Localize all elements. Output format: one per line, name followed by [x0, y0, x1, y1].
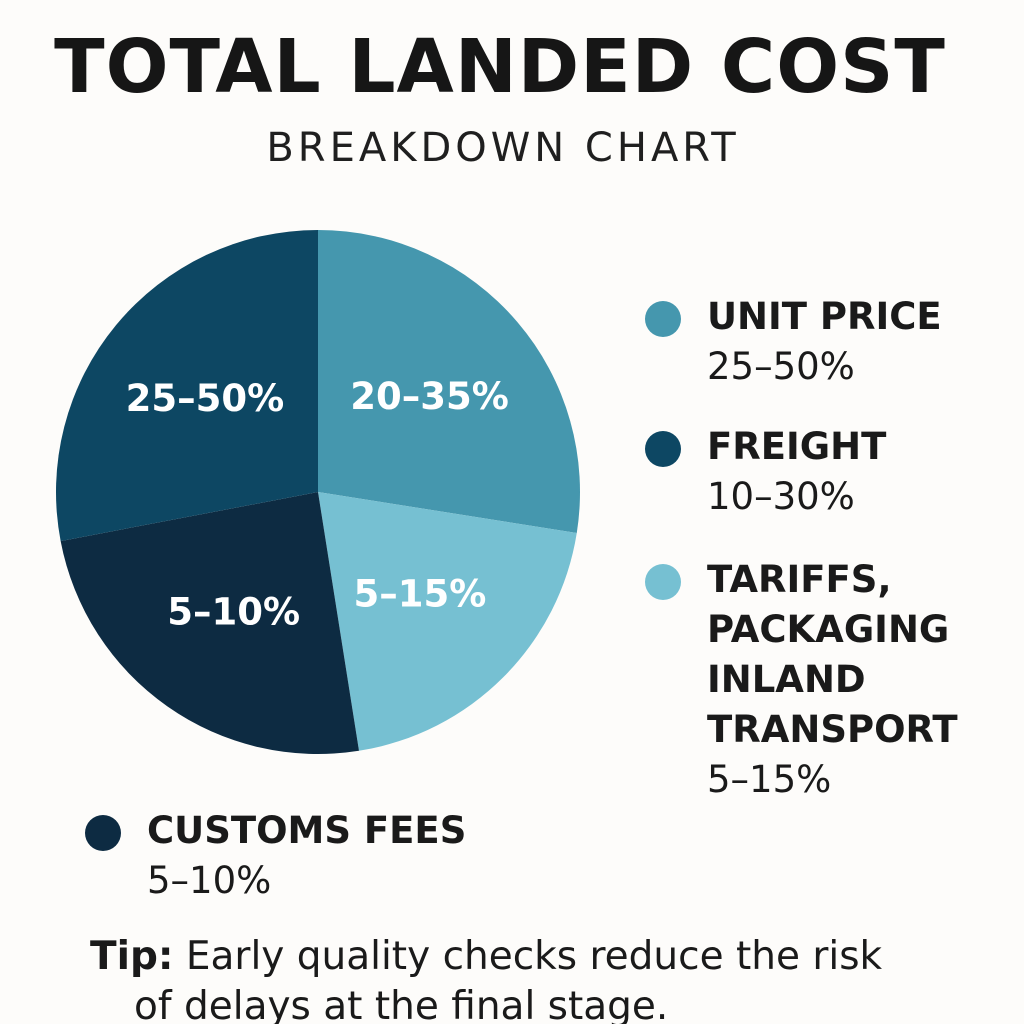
- legend-swatch-unit-price: [645, 301, 681, 337]
- pie-slice-label-4: 25–50%: [126, 377, 285, 420]
- legend-item-freight: FREIGHT 10–30%: [645, 425, 886, 522]
- legend-label-freight: FREIGHT: [707, 425, 887, 468]
- tip-text-line-1: Early quality checks reduce the risk: [173, 934, 883, 979]
- legend-item-customs-fees: CUSTOMS FEES 5–10%: [85, 809, 466, 906]
- legend-label-tariffs-line-1: TARIFFS,: [707, 558, 892, 601]
- pie-slice-label-2: 5–15%: [353, 572, 486, 615]
- tip-label: Tip:: [90, 934, 174, 979]
- legend-item-tariffs: TARIFFS, PACKAGING INLAND TRANSPORT 5–15…: [645, 558, 958, 805]
- legend-value-freight: 10–30%: [707, 475, 855, 518]
- legend-item-unit-price: UNIT PRICE 25–50%: [645, 295, 942, 392]
- legend-value-tariffs: 5–15%: [707, 758, 832, 801]
- pie-slice-2: [318, 492, 577, 751]
- tip-note: Tip: Early quality checks reduce the ris…: [90, 932, 990, 1024]
- legend-label-customs-fees: CUSTOMS FEES: [147, 809, 467, 852]
- pie-slice-4: [55, 230, 318, 542]
- legend-swatch-tariffs: [645, 564, 681, 600]
- legend-label-tariffs-line-3: INLAND: [707, 658, 866, 701]
- chart-subtitle: BREAKDOWN CHART: [266, 125, 740, 171]
- chart-title: TOTAL LANDED COST: [54, 24, 946, 110]
- legend-swatch-freight: [645, 431, 681, 467]
- legend-label-tariffs-line-4: TRANSPORT: [707, 708, 958, 751]
- legend-value-customs-fees: 5–10%: [147, 859, 272, 902]
- legend-label-unit-price: UNIT PRICE: [707, 295, 942, 338]
- tip-text-line-2: of delays at the final stage.: [134, 984, 669, 1024]
- legend-label-tariffs-line-2: PACKAGING: [707, 608, 950, 651]
- legend-value-unit-price: 25–50%: [707, 345, 855, 388]
- legend-swatch-customs-fees: [85, 815, 121, 851]
- pie-slice-1: [318, 230, 580, 533]
- pie-slice-3: [60, 492, 359, 754]
- pie-slice-label-1: 20–35%: [350, 375, 509, 418]
- pie-slice-label-3: 5–10%: [167, 591, 300, 634]
